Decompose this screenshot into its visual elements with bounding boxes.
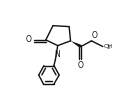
Polygon shape: [71, 41, 82, 48]
Text: O: O: [78, 61, 84, 70]
Text: O: O: [92, 31, 98, 40]
Text: N: N: [54, 50, 60, 59]
Text: 3: 3: [107, 45, 110, 50]
Text: O: O: [25, 35, 31, 44]
Text: CH: CH: [103, 44, 112, 49]
